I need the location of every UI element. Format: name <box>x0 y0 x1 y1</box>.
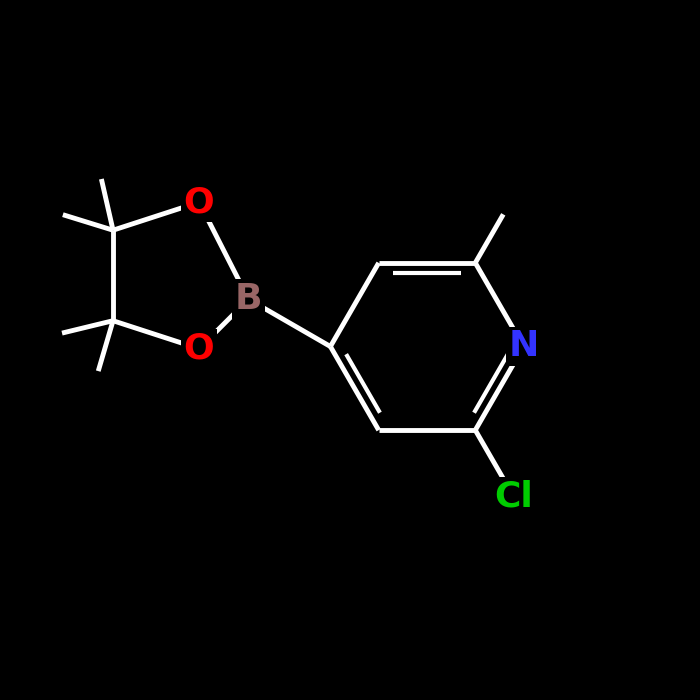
Text: O: O <box>183 186 214 219</box>
Text: O: O <box>183 332 214 365</box>
Text: Cl: Cl <box>494 480 533 514</box>
Text: N: N <box>508 330 539 363</box>
Text: B: B <box>234 282 262 316</box>
